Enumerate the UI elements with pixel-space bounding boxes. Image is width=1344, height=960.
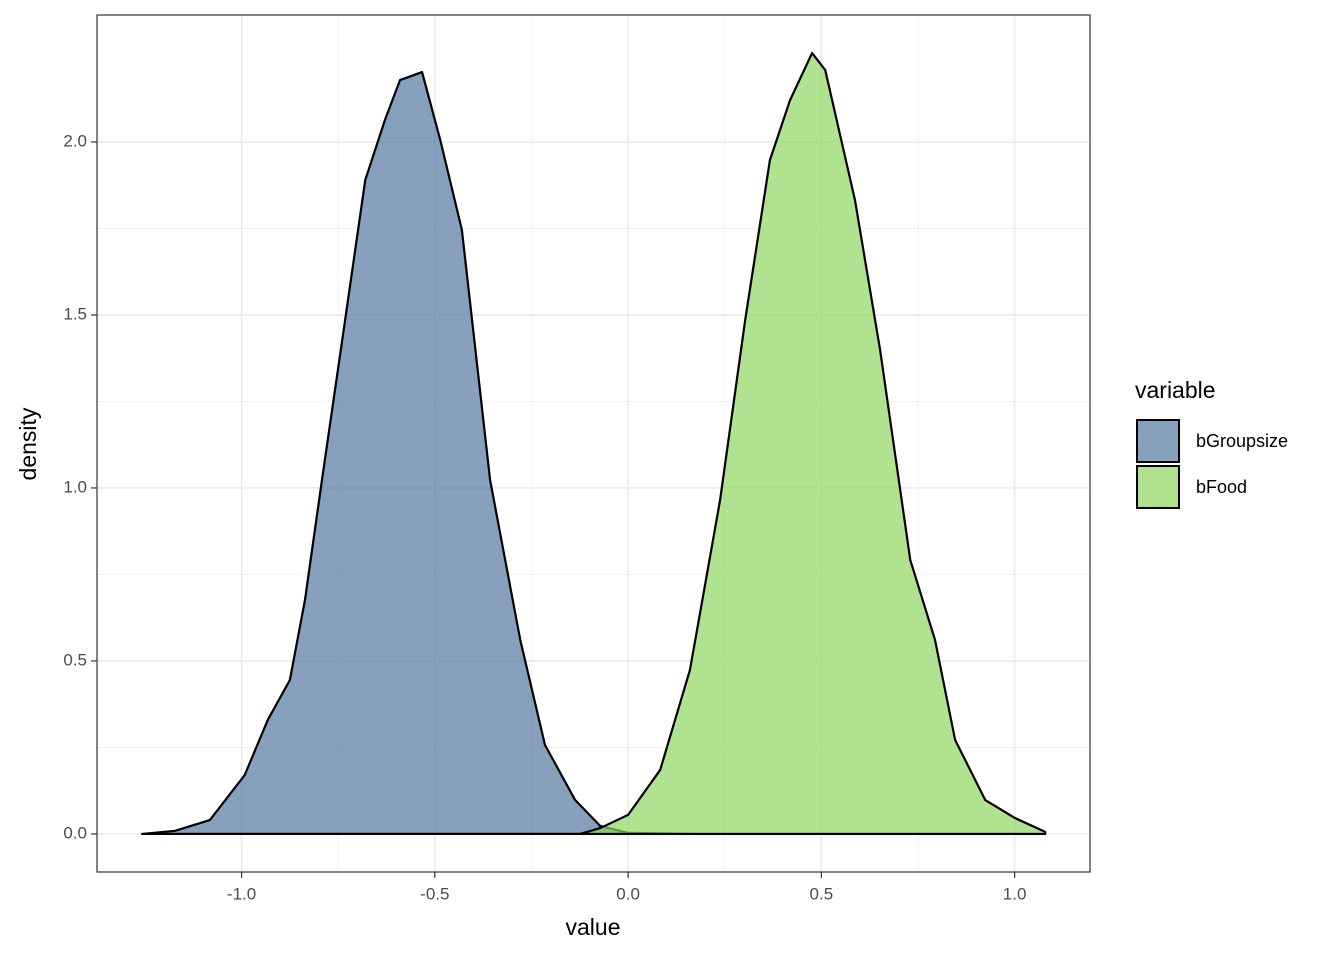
x-tick-label: 1.0: [1003, 884, 1027, 903]
y-tick-label: 1.5: [63, 304, 87, 323]
y-tick-label: 1.0: [63, 477, 87, 496]
panel-border: [96, 14, 1091, 873]
x-tick-label: -0.5: [420, 884, 449, 903]
marks: [141, 51, 1047, 836]
y-tick-label: 0.0: [63, 823, 87, 842]
x-tick-label: 0.5: [810, 884, 834, 903]
x-tick-label: -1.0: [227, 884, 256, 903]
y-tick-label: 0.5: [63, 650, 87, 669]
x-tick-label: 0.0: [616, 884, 640, 903]
y-tick-label: 2.0: [63, 131, 87, 150]
x-axis-title: value: [566, 914, 621, 940]
legend-label: bGroupsize: [1196, 431, 1288, 451]
density-area: [141, 51, 1047, 836]
legend-key: [1136, 465, 1180, 509]
legend-label: bFood: [1196, 477, 1247, 497]
legend-title: variable: [1135, 377, 1216, 403]
legend-key: [1136, 419, 1180, 463]
y-axis-title: density: [15, 407, 41, 480]
